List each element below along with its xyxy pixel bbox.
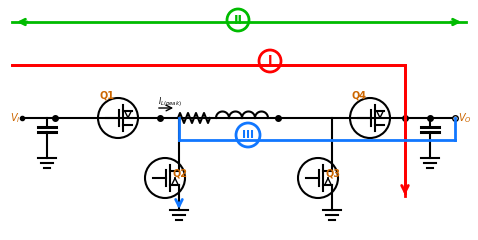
Text: Q1: Q1 bbox=[100, 91, 115, 101]
Text: Q2: Q2 bbox=[173, 168, 188, 178]
Text: III: III bbox=[242, 130, 254, 140]
Text: $V_O$: $V_O$ bbox=[458, 111, 472, 125]
Text: Q3: Q3 bbox=[326, 168, 341, 178]
Text: $I_{L(peak)}$: $I_{L(peak)}$ bbox=[158, 96, 182, 108]
Text: Q4: Q4 bbox=[352, 91, 367, 101]
Text: $V_I$: $V_I$ bbox=[10, 111, 20, 125]
Text: I: I bbox=[268, 54, 272, 67]
Text: II: II bbox=[233, 13, 242, 26]
